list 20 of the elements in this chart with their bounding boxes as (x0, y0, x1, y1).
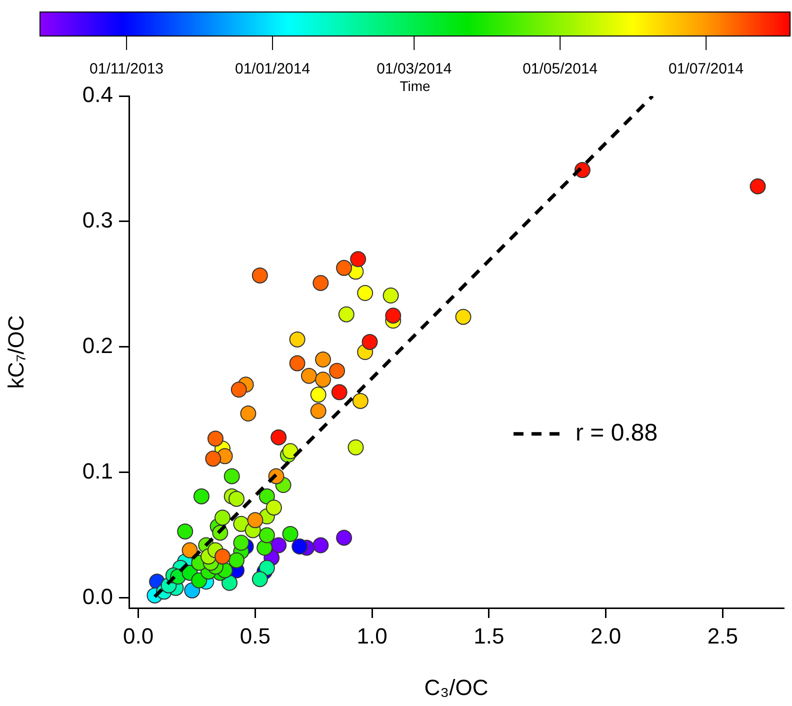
legend-label: r = 0.88 (576, 420, 658, 447)
x-tick-label: 1.5 (474, 623, 504, 648)
x-tick-label: 0.5 (240, 623, 271, 648)
y-tick-label: 0.0 (82, 584, 113, 610)
color-bar-label: 01/07/2014 (668, 60, 744, 78)
color-bar-label: 01/05/2014 (522, 60, 598, 78)
y-tick-label: 0.4 (82, 82, 113, 108)
x-tick-label: 1.0 (356, 623, 388, 648)
color-bar-title: Time (400, 78, 431, 94)
y-tick-label: 0.2 (82, 333, 113, 358)
y-tick-label: 0.1 (82, 458, 113, 484)
color-bar-label: 01/01/2014 (234, 60, 310, 78)
x-tick-label: 2.0 (590, 623, 622, 648)
x-tick-label: 2.5 (707, 623, 738, 648)
x-axis-title: C₃/OC (424, 674, 488, 700)
color-bar-label: 01/03/2014 (376, 60, 452, 78)
y-axis-title: kC₇/OC (3, 315, 28, 389)
color-bar-label: 01/11/2013 (90, 60, 164, 78)
y-tick-label: 0.3 (82, 208, 113, 233)
x-tick-label: 0.0 (123, 623, 154, 648)
